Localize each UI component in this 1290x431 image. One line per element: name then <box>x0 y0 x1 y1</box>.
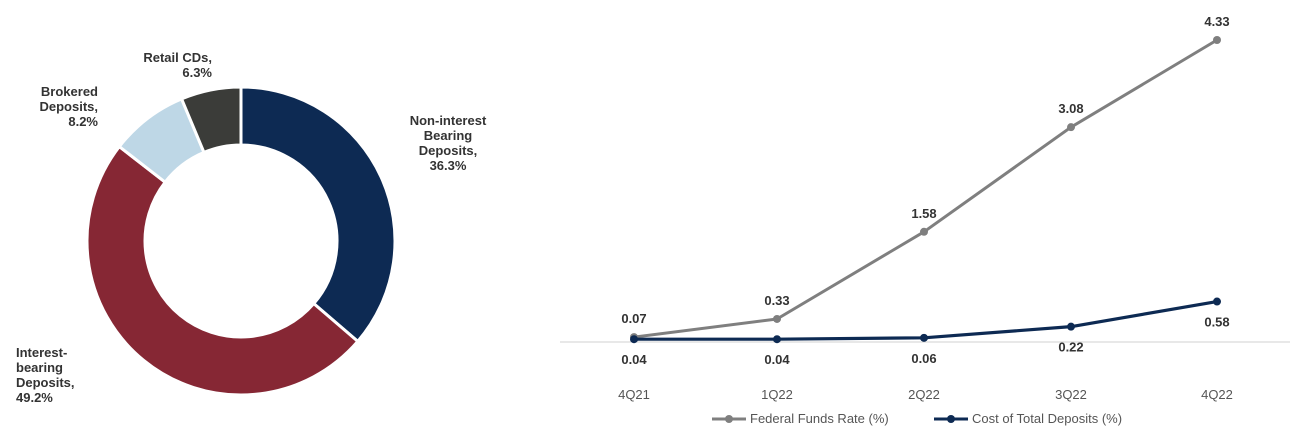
data-label-cost-of-total-deposits: 0.22 <box>1058 340 1083 355</box>
data-point-cost-of-total-deposits <box>1213 297 1221 306</box>
donut-label-brokered-deposits: Brokered Deposits, 8.2% <box>39 84 98 129</box>
data-point-federal-funds-rate <box>920 227 928 236</box>
x-tick-label: 4Q22 <box>1201 387 1233 402</box>
donut-label-interest-bearing-deposits: Interest-bearing Deposits, 49.2% <box>16 345 75 405</box>
data-point-cost-of-total-deposits <box>1067 322 1075 331</box>
x-tick-label: 4Q21 <box>618 387 650 402</box>
series-line-federal-funds-rate <box>633 38 1218 339</box>
data-point-federal-funds-rate <box>1213 36 1221 44</box>
x-tick-label: 1Q22 <box>761 387 793 402</box>
legend-item-federal-funds-rate: Federal Funds Rate (%) <box>712 411 889 426</box>
legend-swatch-marker <box>725 415 733 423</box>
data-point-federal-funds-rate <box>773 314 781 323</box>
legend-label: Federal Funds Rate (%) <box>750 411 889 426</box>
legend-label: Cost of Total Deposits (%) <box>972 411 1122 426</box>
x-tick-label: 3Q22 <box>1055 387 1087 402</box>
data-label-cost-of-total-deposits: 0.06 <box>911 351 936 366</box>
data-label-federal-funds-rate: 3.08 <box>1058 101 1083 116</box>
legend-swatch-marker <box>947 415 955 423</box>
donut-slice-retail-cds <box>179 85 243 155</box>
data-point-cost-of-total-deposits <box>920 333 928 342</box>
rates-line-chart: 4Q21 1Q22 2Q22 3Q22 4Q22 0.07 0.33 1.58 3.08 4.33… <box>560 14 1290 426</box>
data-label-cost-of-total-deposits: 0.04 <box>764 352 790 367</box>
data-label-cost-of-total-deposits: 0.04 <box>621 352 647 367</box>
donut-label-non-interest-bearing-deposits: Non-interest Bearing Deposits, 36.3% <box>410 113 487 173</box>
deposit-mix-donut-chart: Non-interest Bearing Deposits, 36.3% Interes… <box>16 50 487 405</box>
series-line-cost-of-total-deposits <box>634 299 1218 341</box>
donut-slice-interest-bearing-deposits <box>85 144 360 397</box>
data-label-cost-of-total-deposits: 0.58 <box>1204 315 1229 330</box>
data-label-federal-funds-rate: 4.33 <box>1204 14 1229 29</box>
legend-item-cost-of-total-deposits: Cost of Total Deposits (%) <box>934 411 1122 426</box>
data-point-cost-of-total-deposits <box>773 335 781 344</box>
data-label-federal-funds-rate: 0.33 <box>764 293 789 308</box>
data-point-cost-of-total-deposits <box>630 335 638 344</box>
data-label-federal-funds-rate: 0.07 <box>621 311 646 326</box>
donut-label-retail-cds: Retail CDs, 6.3% <box>143 50 212 80</box>
data-point-federal-funds-rate <box>1067 123 1075 132</box>
data-label-federal-funds-rate: 1.58 <box>911 206 936 221</box>
x-tick-label: 2Q22 <box>908 387 940 402</box>
donut-slice-non-interest-bearing-deposits <box>239 85 397 344</box>
